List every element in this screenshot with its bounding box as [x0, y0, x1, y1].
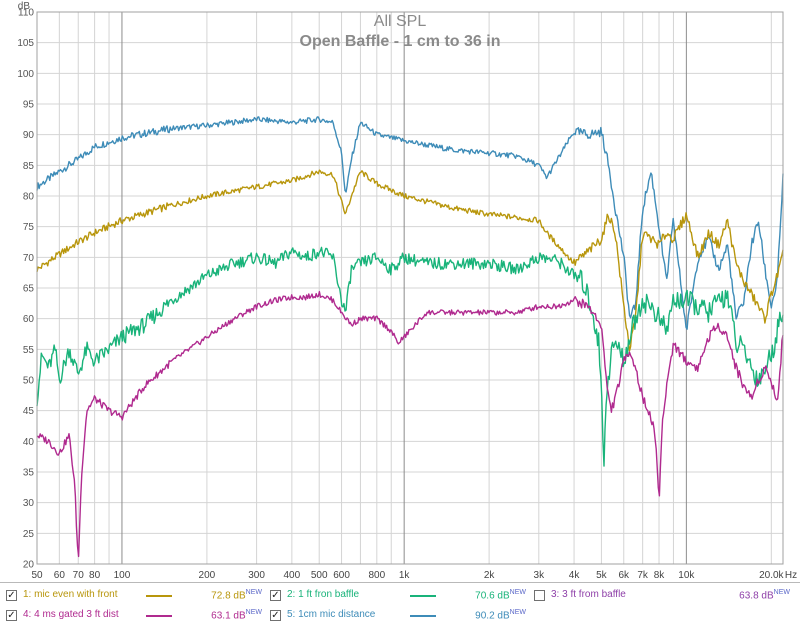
grid-lines	[36, 11, 783, 565]
x-tick-label: 200	[199, 570, 216, 581]
legend-label-1: 1: mic even with front	[23, 589, 118, 600]
legend-item-3: 3: 3 ft from baffle 63.8 dBNEW	[534, 586, 796, 606]
legend-row: ✓ 4: 4 ms gated 3 ft dist 63.1 dBNEW ✓ 5…	[6, 606, 796, 626]
legend-label-4: 4: 4 ms gated 3 ft dist	[23, 609, 119, 620]
chart-title: All SPL	[374, 13, 427, 30]
plot-frame	[36, 11, 784, 565]
x-tick-label: 300	[248, 570, 265, 581]
x-tick-label: 50	[31, 570, 43, 581]
x-tick-label: 100	[114, 570, 131, 581]
x-tick-label: 7k	[637, 570, 649, 581]
legend-label-5: 5: 1cm mic distance	[287, 609, 376, 620]
y-tick-label: 45	[23, 406, 35, 417]
x-tick-label: 60	[54, 570, 66, 581]
x-axis: 50 60 70 80 100 200 300 400 500 600 800 1k 2k 3k 4k 5k 6…	[31, 570, 797, 581]
x-tick-label: 500	[311, 570, 328, 581]
y-tick-label: 95	[23, 100, 35, 111]
y-tick-label: 55	[23, 345, 35, 356]
legend-checkbox-3[interactable]	[534, 590, 545, 601]
legend: ✓ 1: mic even with front 72.8 dBNEW ✓ 2:…	[0, 582, 800, 627]
legend-value-5: 90.2 dBNEW	[475, 609, 526, 622]
series-line-2	[36, 169, 784, 352]
legend-label-3: 3: 3 ft from baffle	[551, 589, 626, 600]
x-tick-label: 600	[333, 570, 350, 581]
x-tick-label: Hz	[785, 570, 797, 581]
x-tick-label: 400	[284, 570, 301, 581]
legend-swatch-2	[410, 595, 436, 597]
legend-swatch-4	[146, 615, 172, 617]
legend-value-4: 63.1 dBNEW	[211, 609, 262, 622]
legend-checkbox-1[interactable]: ✓	[6, 590, 17, 601]
x-tick-label: 800	[368, 570, 385, 581]
y-tick-label: 60	[23, 314, 35, 325]
y-tick-label: 30	[23, 498, 35, 509]
series-line-1	[36, 116, 784, 330]
y-tick-label: 40	[23, 437, 35, 448]
y-tick-label: 80	[23, 192, 35, 203]
y-tick-label: 50	[23, 376, 35, 387]
y-tick-label: 65	[23, 284, 35, 295]
x-tick-label: 80	[89, 570, 101, 581]
y-tick-label: 90	[23, 130, 35, 141]
legend-checkbox-5[interactable]: ✓	[270, 610, 281, 621]
legend-value-2: 70.6 dBNEW	[475, 589, 526, 602]
legend-item-5: ✓ 5: 1cm mic distance 90.2 dBNEW	[270, 606, 532, 626]
legend-item-4: ✓ 4: 4 ms gated 3 ft dist 63.1 dBNEW	[6, 606, 268, 626]
x-tick-label: 10k	[678, 570, 695, 581]
legend-swatch-1	[146, 595, 172, 597]
x-tick-label: 6k	[618, 570, 630, 581]
x-tick-label: 4k	[569, 570, 581, 581]
series-line-3	[36, 246, 784, 467]
x-tick-label: 70	[73, 570, 85, 581]
x-tick-label: 1k	[399, 570, 411, 581]
legend-item-2: ✓ 2: 1 ft fron baffle 70.6 dBNEW	[270, 586, 532, 606]
legend-value-1: 72.8 dBNEW	[211, 589, 262, 602]
x-tick-label: 3k	[534, 570, 546, 581]
y-tick-label: 70	[23, 253, 35, 264]
legend-swatch-5	[410, 615, 436, 617]
legend-checkbox-4[interactable]: ✓	[6, 610, 17, 621]
legend-row: ✓ 1: mic even with front 72.8 dBNEW ✓ 2:…	[6, 586, 796, 606]
plot-background	[0, 0, 800, 582]
y-axis: 20 25 30 35 40 45 50 55 60 65 70 75 80 85 90 95 100 105 11…	[17, 8, 34, 571]
series-layer	[36, 116, 784, 558]
y-tick-label: 20	[23, 560, 35, 571]
y-axis-unit: dB	[18, 1, 31, 12]
legend-label-2: 2: 1 ft fron baffle	[287, 589, 360, 600]
legend-item-1: ✓ 1: mic even with front 72.8 dBNEW	[6, 586, 268, 606]
x-tick-label: 8k	[654, 570, 666, 581]
y-tick-label: 105	[17, 38, 34, 49]
y-tick-label: 75	[23, 222, 35, 233]
series-line-4	[36, 290, 784, 558]
legend-checkbox-2[interactable]: ✓	[270, 590, 281, 601]
x-tick-label: 2k	[484, 570, 496, 581]
y-tick-label: 25	[23, 529, 35, 540]
y-tick-label: 110	[18, 8, 34, 19]
legend-value-3: 63.8 dBNEW	[739, 589, 790, 602]
y-tick-label: 85	[23, 161, 35, 172]
y-tick-label: 35	[23, 468, 35, 479]
spl-chart: 20 25 30 35 40 45 50 55 60 65 70 75 80 85 90 95 100 105 11…	[0, 0, 800, 582]
x-tick-label: 5k	[596, 570, 608, 581]
y-tick-label: 100	[17, 69, 34, 80]
x-tick-label: 20.0k	[759, 570, 784, 581]
chart-subtitle: Open Baffle - 1 cm to 36 in	[300, 33, 501, 50]
